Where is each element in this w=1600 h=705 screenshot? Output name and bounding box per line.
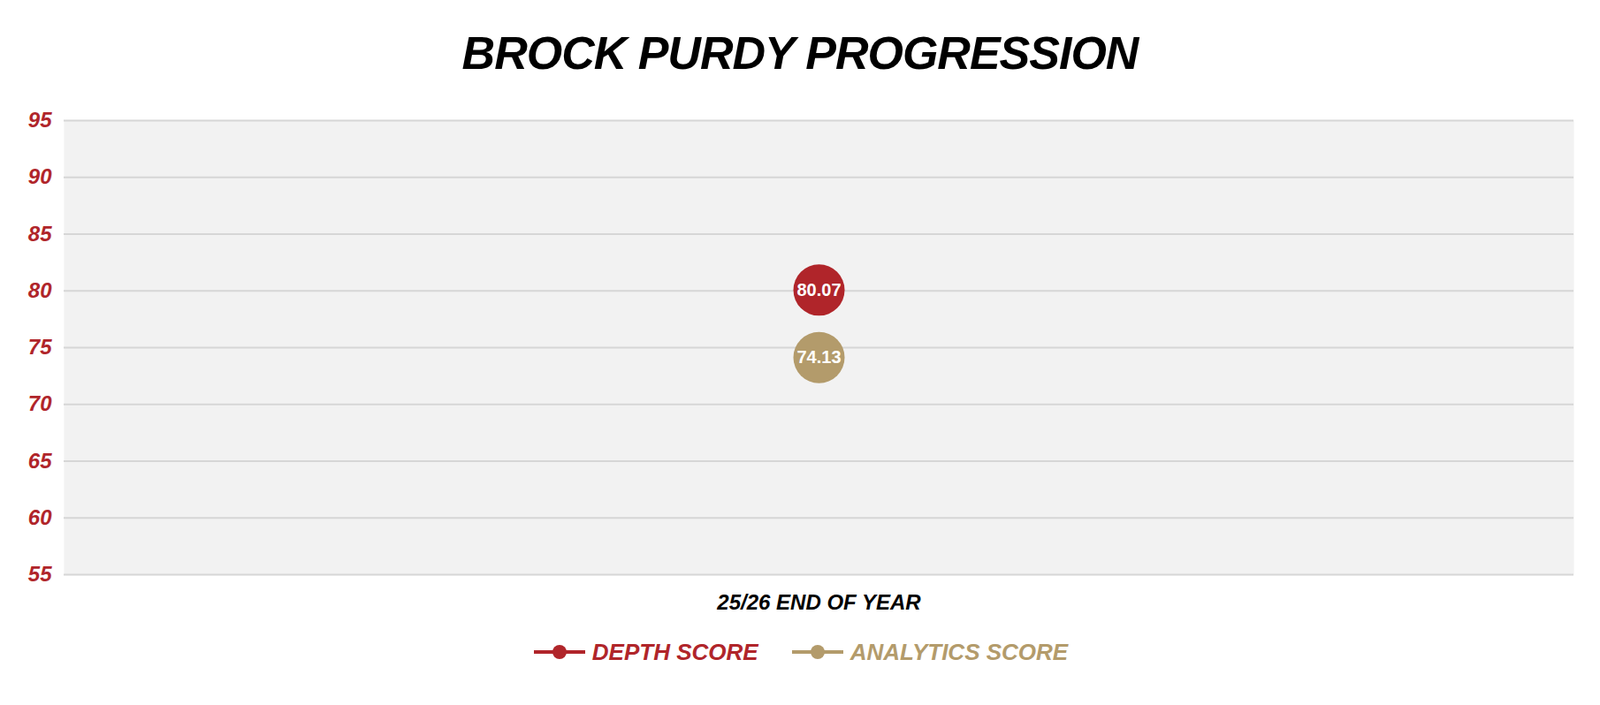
- svg-text:25/26 END OF YEAR: 25/26 END OF YEAR: [716, 590, 922, 615]
- svg-text:80.07: 80.07: [796, 280, 841, 300]
- svg-text:55: 55: [28, 562, 53, 587]
- svg-text:65: 65: [28, 449, 53, 473]
- html-text:DEPTH SCORE: DEPTH SCORE: [592, 638, 759, 666]
- svg-text:74.13: 74.13: [796, 347, 841, 367]
- html-text:BROCK PURDY PROGRESSION: BROCK PURDY PROGRESSION: [461, 27, 1139, 79]
- svg-text:95: 95: [28, 107, 53, 132]
- svg-text:60: 60: [28, 505, 53, 530]
- svg-text:75: 75: [28, 335, 53, 359]
- svg-text:80: 80: [28, 278, 53, 303]
- svg-text:85: 85: [28, 221, 53, 246]
- svg-text:90: 90: [28, 164, 53, 189]
- html-text:ANALYTICS SCORE: ANALYTICS SCORE: [850, 638, 1069, 666]
- svg-text:70: 70: [28, 391, 53, 416]
